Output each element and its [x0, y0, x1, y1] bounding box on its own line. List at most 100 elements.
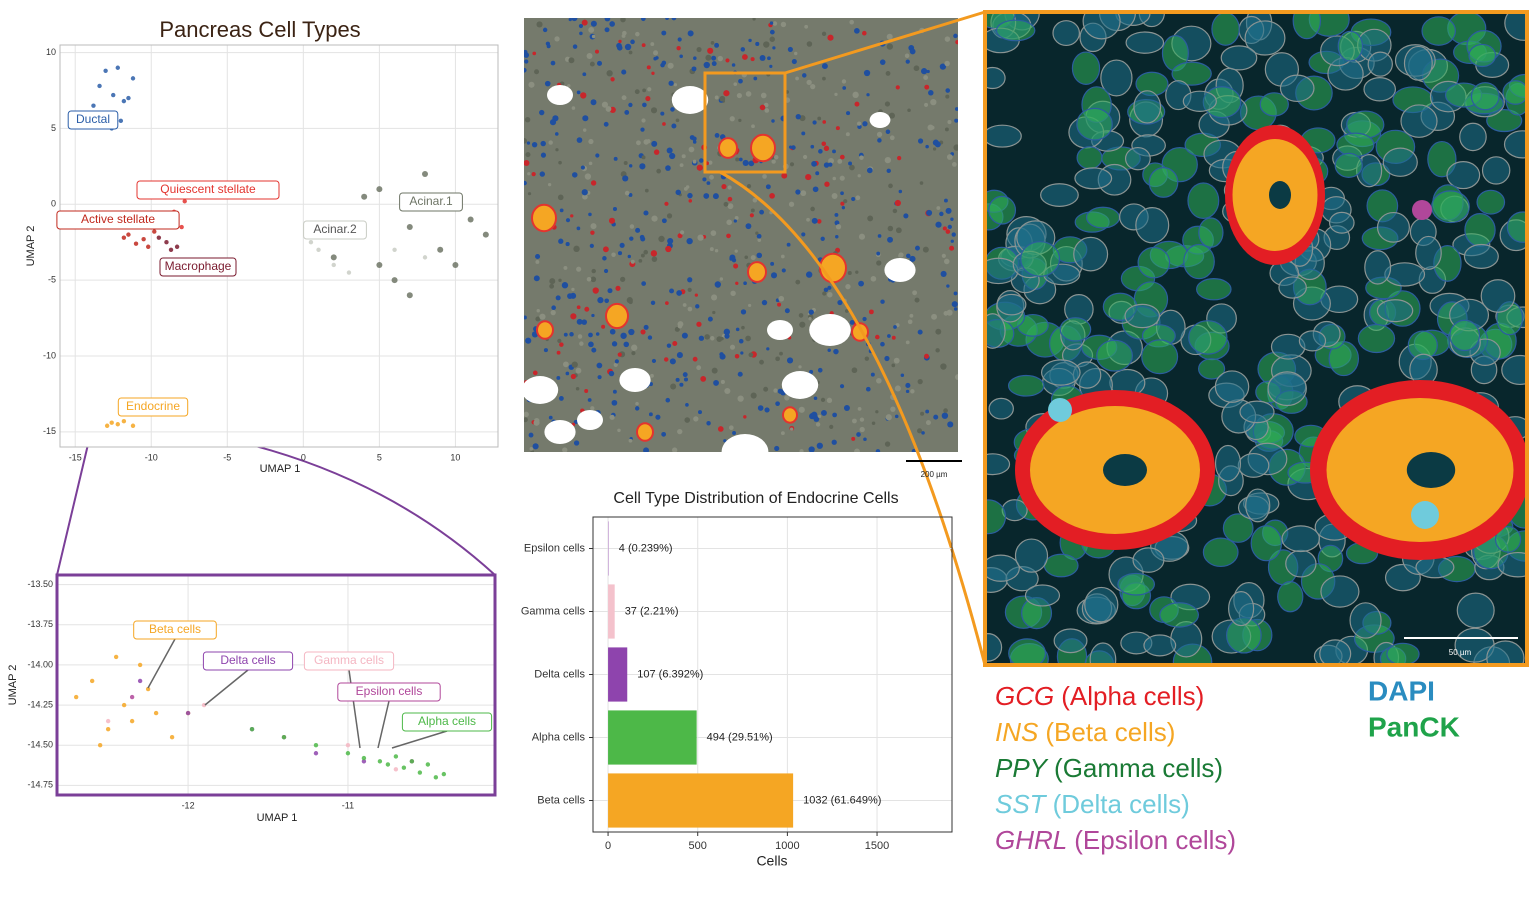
series-label: Macrophage	[165, 259, 232, 273]
point	[281, 734, 287, 740]
tissue-dot	[528, 432, 534, 438]
tissue-dot	[748, 160, 755, 167]
tissue-dot	[601, 101, 609, 108]
tissue-dot	[661, 30, 667, 36]
tissue-dot	[661, 431, 667, 437]
series-label-box	[399, 192, 463, 212]
cell	[1456, 592, 1495, 629]
tissue-dot	[546, 44, 551, 49]
cell	[988, 397, 1014, 420]
cell	[1281, 525, 1321, 553]
series-label: Beta cells	[149, 622, 201, 636]
point	[105, 726, 111, 732]
tissue-dot	[549, 278, 556, 285]
tissue-dot	[627, 254, 631, 259]
tissue-dot	[863, 437, 867, 442]
tissue-dot	[823, 145, 830, 152]
tissue-dot	[613, 156, 618, 161]
tissue-dot	[724, 333, 730, 339]
tissue-dot	[895, 227, 902, 234]
tissue-dot	[635, 227, 641, 233]
tissue-dot	[928, 90, 934, 96]
tissue-dot	[589, 243, 594, 248]
tissue-dot	[939, 63, 947, 70]
cell	[1259, 92, 1289, 117]
tissue-dot	[567, 84, 571, 88]
point	[313, 751, 319, 756]
tissue-dot	[930, 125, 935, 130]
tissue-dot	[933, 414, 939, 420]
tissue-dot	[534, 69, 540, 75]
tissue-dot	[895, 85, 900, 90]
cell	[1382, 147, 1418, 177]
cell	[1278, 276, 1307, 299]
tissue-dot	[846, 111, 851, 116]
point	[376, 186, 383, 193]
tissue-dot	[643, 210, 649, 216]
tissue-dot	[677, 37, 682, 42]
tissue-dot	[713, 379, 719, 386]
tissue-dot	[614, 359, 619, 364]
cell	[1187, 182, 1220, 219]
tissue-dot	[628, 192, 633, 197]
cell	[1298, 330, 1327, 352]
tissue-dot	[700, 376, 707, 382]
cell	[985, 313, 1006, 349]
tissue-dot	[557, 194, 564, 201]
tissue-dot	[917, 428, 923, 434]
tissue-dot	[629, 236, 634, 241]
tissue-dot	[595, 153, 600, 158]
point	[111, 92, 116, 98]
tissue-dot	[734, 249, 738, 253]
point	[97, 743, 103, 748]
tissue-dot	[774, 445, 780, 452]
tissue-dot	[527, 192, 532, 196]
tissue-dot	[886, 33, 893, 40]
islet-lumen	[1103, 454, 1147, 486]
tissue-dot	[843, 405, 850, 411]
cell	[1220, 45, 1258, 71]
tissue-dot	[604, 18, 611, 22]
tissue-dot	[605, 106, 612, 112]
tissue-dot	[624, 43, 632, 51]
tissue-dot	[764, 407, 770, 413]
tissue-dot	[664, 201, 669, 206]
cell	[1008, 638, 1047, 665]
tissue-dot	[524, 315, 527, 320]
cell	[1040, 183, 1079, 207]
tissue-dot	[631, 351, 636, 356]
tissue-dot	[641, 155, 646, 160]
tissue-dot	[651, 358, 657, 364]
point	[115, 422, 120, 427]
tissue-dot	[804, 24, 809, 29]
tissue-dot	[780, 254, 785, 259]
microscopy-frame	[983, 10, 1529, 667]
tissue-dot	[781, 172, 788, 179]
tissue-dot	[909, 313, 914, 318]
tissue-islet	[605, 302, 629, 330]
tissue-dot	[710, 230, 717, 236]
point	[130, 423, 136, 428]
tissue-dot	[630, 259, 635, 264]
series-label-box	[67, 110, 119, 130]
islet-lumen	[1406, 452, 1456, 488]
tissue-dot	[856, 121, 862, 126]
tissue-dot	[827, 291, 833, 298]
tissue-dot	[946, 309, 953, 316]
microscopy-image	[985, 12, 1527, 665]
tissue-dot	[932, 147, 937, 151]
plot-area	[60, 45, 498, 447]
tissue-dot	[532, 51, 537, 56]
tissue-hole	[544, 420, 576, 444]
tissue-dot	[910, 389, 915, 394]
tissue-hole	[619, 368, 651, 392]
tissue-dot	[786, 357, 794, 364]
tissue-dot	[917, 329, 923, 335]
bar	[608, 773, 794, 828]
x-tick-label: -5	[223, 452, 231, 462]
tissue-dot	[726, 233, 731, 239]
tissue-hole	[767, 320, 793, 340]
leader-line	[147, 638, 176, 689]
tissue-dot	[822, 120, 827, 124]
tissue-dot	[778, 295, 785, 302]
